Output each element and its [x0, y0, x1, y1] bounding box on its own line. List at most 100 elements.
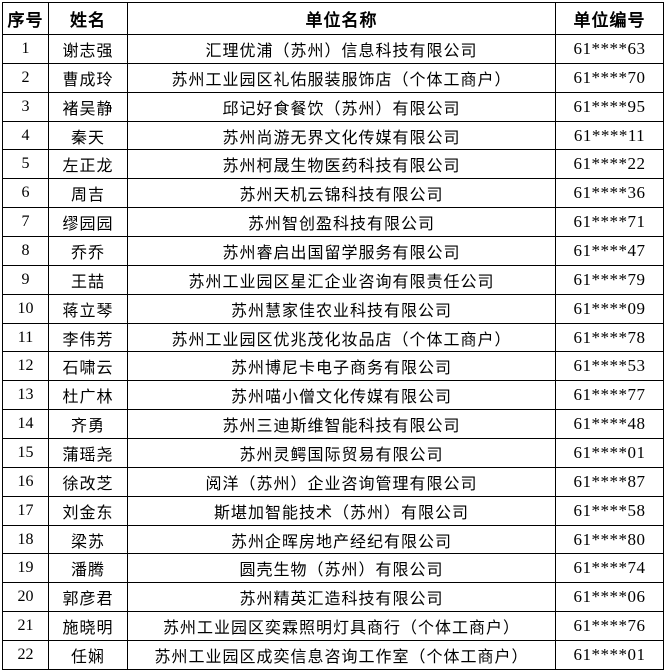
cell-company-name: 苏州灵鳄国际贸易有限公司 [127, 438, 556, 468]
cell-person-name: 石啸云 [48, 351, 128, 382]
cell-sequence-number: 18 [2, 524, 49, 555]
table-row: 9 王喆 苏州工业园区星汇企业咨询有限责任公司 61****79 [2, 264, 664, 295]
cell-unit-code: 61****01 [555, 640, 664, 670]
cell-sequence-number: 3 [2, 91, 49, 122]
cell-unit-code: 61****76 [555, 611, 664, 642]
header-sequence-number: 序号 [2, 2, 49, 35]
cell-unit-code: 61****78 [555, 322, 664, 353]
cell-person-name: 秦天 [48, 120, 128, 151]
cell-company-name: 苏州慧家佳农业科技有限公司 [127, 293, 556, 324]
table-row: 14 齐勇 苏州三迪斯维智能科技有限公司 61****48 [2, 409, 664, 440]
table-row: 15 蒲瑶尧 苏州灵鳄国际贸易有限公司 61****01 [2, 438, 664, 468]
cell-person-name: 谢志强 [48, 34, 128, 64]
table-row: 22 任娴 苏州工业园区成奕信息咨询工作室（个体工商户） 61****01 [2, 640, 664, 670]
cell-unit-code: 61****63 [555, 34, 664, 64]
header-unit-code: 单位编号 [555, 2, 664, 35]
cell-sequence-number: 4 [2, 120, 49, 151]
table-row: 19 潘腾 圆壳生物（苏州）有限公司 61****74 [2, 553, 664, 584]
table-row: 11 李伟芳 苏州工业园区优兆茂化妆品店（个体工商户） 61****78 [2, 322, 664, 353]
cell-company-name: 苏州企晖房地产经纪有限公司 [127, 524, 556, 555]
cell-company-name: 苏州博尼卡电子商务有限公司 [127, 351, 556, 382]
cell-unit-code: 61****48 [555, 409, 664, 440]
cell-unit-code: 61****58 [555, 495, 664, 526]
table-row: 4 秦天 苏州尚游无界文化传媒有限公司 61****11 [2, 120, 664, 151]
cell-company-name: 苏州三迪斯维智能科技有限公司 [127, 409, 556, 440]
cell-unit-code: 61****11 [555, 120, 664, 151]
cell-sequence-number: 16 [2, 466, 49, 497]
cell-unit-code: 61****53 [555, 351, 664, 382]
cell-sequence-number: 12 [2, 351, 49, 382]
cell-unit-code: 61****09 [555, 293, 664, 324]
cell-sequence-number: 9 [2, 264, 49, 295]
cell-person-name: 周吉 [48, 178, 128, 209]
cell-company-name: 斯堪加智能技术（苏州）有限公司 [127, 495, 556, 526]
cell-person-name: 褚吴静 [48, 91, 128, 122]
cell-unit-code: 61****95 [555, 91, 664, 122]
cell-sequence-number: 10 [2, 293, 49, 324]
cell-sequence-number: 2 [2, 62, 49, 93]
table-row: 1 谢志强 汇理优浦（苏州）信息科技有限公司 61****63 [2, 34, 664, 64]
table-row: 2 曹成玲 苏州工业园区礼佑服装服饰店（个体工商户） 61****70 [2, 62, 664, 93]
cell-company-name: 苏州工业园区星汇企业咨询有限责任公司 [127, 264, 556, 295]
table-row: 21 施晓明 苏州工业园区奕霖照明灯具商行（个体工商户） 61****76 [2, 611, 664, 642]
cell-person-name: 齐勇 [48, 409, 128, 440]
cell-person-name: 王喆 [48, 264, 128, 295]
table-row: 12 石啸云 苏州博尼卡电子商务有限公司 61****53 [2, 351, 664, 382]
cell-sequence-number: 11 [2, 322, 49, 353]
cell-unit-code: 61****74 [555, 553, 664, 584]
cell-company-name: 苏州工业园区礼佑服装服饰店（个体工商户） [127, 62, 556, 93]
cell-person-name: 缪园园 [48, 207, 128, 238]
cell-company-name: 阅洋（苏州）企业咨询管理有限公司 [127, 466, 556, 497]
cell-sequence-number: 17 [2, 495, 49, 526]
cell-person-name: 梁苏 [48, 524, 128, 555]
cell-company-name: 苏州工业园区成奕信息咨询工作室（个体工商户） [127, 640, 556, 670]
cell-sequence-number: 6 [2, 178, 49, 209]
cell-sequence-number: 21 [2, 611, 49, 642]
cell-unit-code: 61****79 [555, 264, 664, 295]
header-person-name: 姓名 [48, 2, 128, 35]
cell-company-name: 苏州智创盈科技有限公司 [127, 207, 556, 238]
table-row: 16 徐改芝 阅洋（苏州）企业咨询管理有限公司 61****87 [2, 466, 664, 497]
table-row: 20 郭彦君 苏州精英汇造科技有限公司 61****06 [2, 582, 664, 613]
cell-sequence-number: 14 [2, 409, 49, 440]
cell-person-name: 杜广林 [48, 380, 128, 411]
table-row: 8 乔乔 苏州睿启出国留学服务有限公司 61****47 [2, 236, 664, 266]
cell-person-name: 徐改芝 [48, 466, 128, 497]
cell-person-name: 潘腾 [48, 553, 128, 584]
cell-sequence-number: 15 [2, 438, 49, 468]
table-body: 1 谢志强 汇理优浦（苏州）信息科技有限公司 61****63 2 曹成玲 苏州工业园区礼佑… [2, 34, 664, 670]
cell-unit-code: 61****87 [555, 466, 664, 497]
cell-unit-code: 61****47 [555, 236, 664, 266]
cell-sequence-number: 13 [2, 380, 49, 411]
cell-unit-code: 61****36 [555, 178, 664, 209]
cell-person-name: 郭彦君 [48, 582, 128, 613]
cell-unit-code: 61****70 [555, 62, 664, 93]
cell-person-name: 施晓明 [48, 611, 128, 642]
cell-sequence-number: 22 [2, 640, 49, 670]
cell-person-name: 曹成玲 [48, 62, 128, 93]
cell-company-name: 苏州尚游无界文化传媒有限公司 [127, 120, 556, 151]
cell-company-name: 苏州精英汇造科技有限公司 [127, 582, 556, 613]
cell-unit-code: 61****01 [555, 438, 664, 468]
table-row: 18 梁苏 苏州企晖房地产经纪有限公司 61****80 [2, 524, 664, 555]
cell-company-name: 苏州天机云锦科技有限公司 [127, 178, 556, 209]
cell-unit-code: 61****80 [555, 524, 664, 555]
table-row: 6 周吉 苏州天机云锦科技有限公司 61****36 [2, 178, 664, 209]
cell-company-name: 苏州工业园区优兆茂化妆品店（个体工商户） [127, 322, 556, 353]
cell-person-name: 蒲瑶尧 [48, 438, 128, 468]
cell-company-name: 苏州睿启出国留学服务有限公司 [127, 236, 556, 266]
table-row: 7 缪园园 苏州智创盈科技有限公司 61****71 [2, 207, 664, 238]
cell-person-name: 刘金东 [48, 495, 128, 526]
cell-person-name: 左正龙 [48, 149, 128, 180]
cell-person-name: 李伟芳 [48, 322, 128, 353]
cell-company-name: 苏州工业园区奕霖照明灯具商行（个体工商户） [127, 611, 556, 642]
cell-sequence-number: 20 [2, 582, 49, 613]
cell-sequence-number: 1 [2, 34, 49, 64]
cell-company-name: 邱记好食餐饮（苏州）有限公司 [127, 91, 556, 122]
cell-company-name: 苏州喵小僧文化传媒有限公司 [127, 380, 556, 411]
cell-sequence-number: 5 [2, 149, 49, 180]
cell-company-name: 汇理优浦（苏州）信息科技有限公司 [127, 34, 556, 64]
cell-person-name: 乔乔 [48, 236, 128, 266]
table-row: 17 刘金东 斯堪加智能技术（苏州）有限公司 61****58 [2, 495, 664, 526]
